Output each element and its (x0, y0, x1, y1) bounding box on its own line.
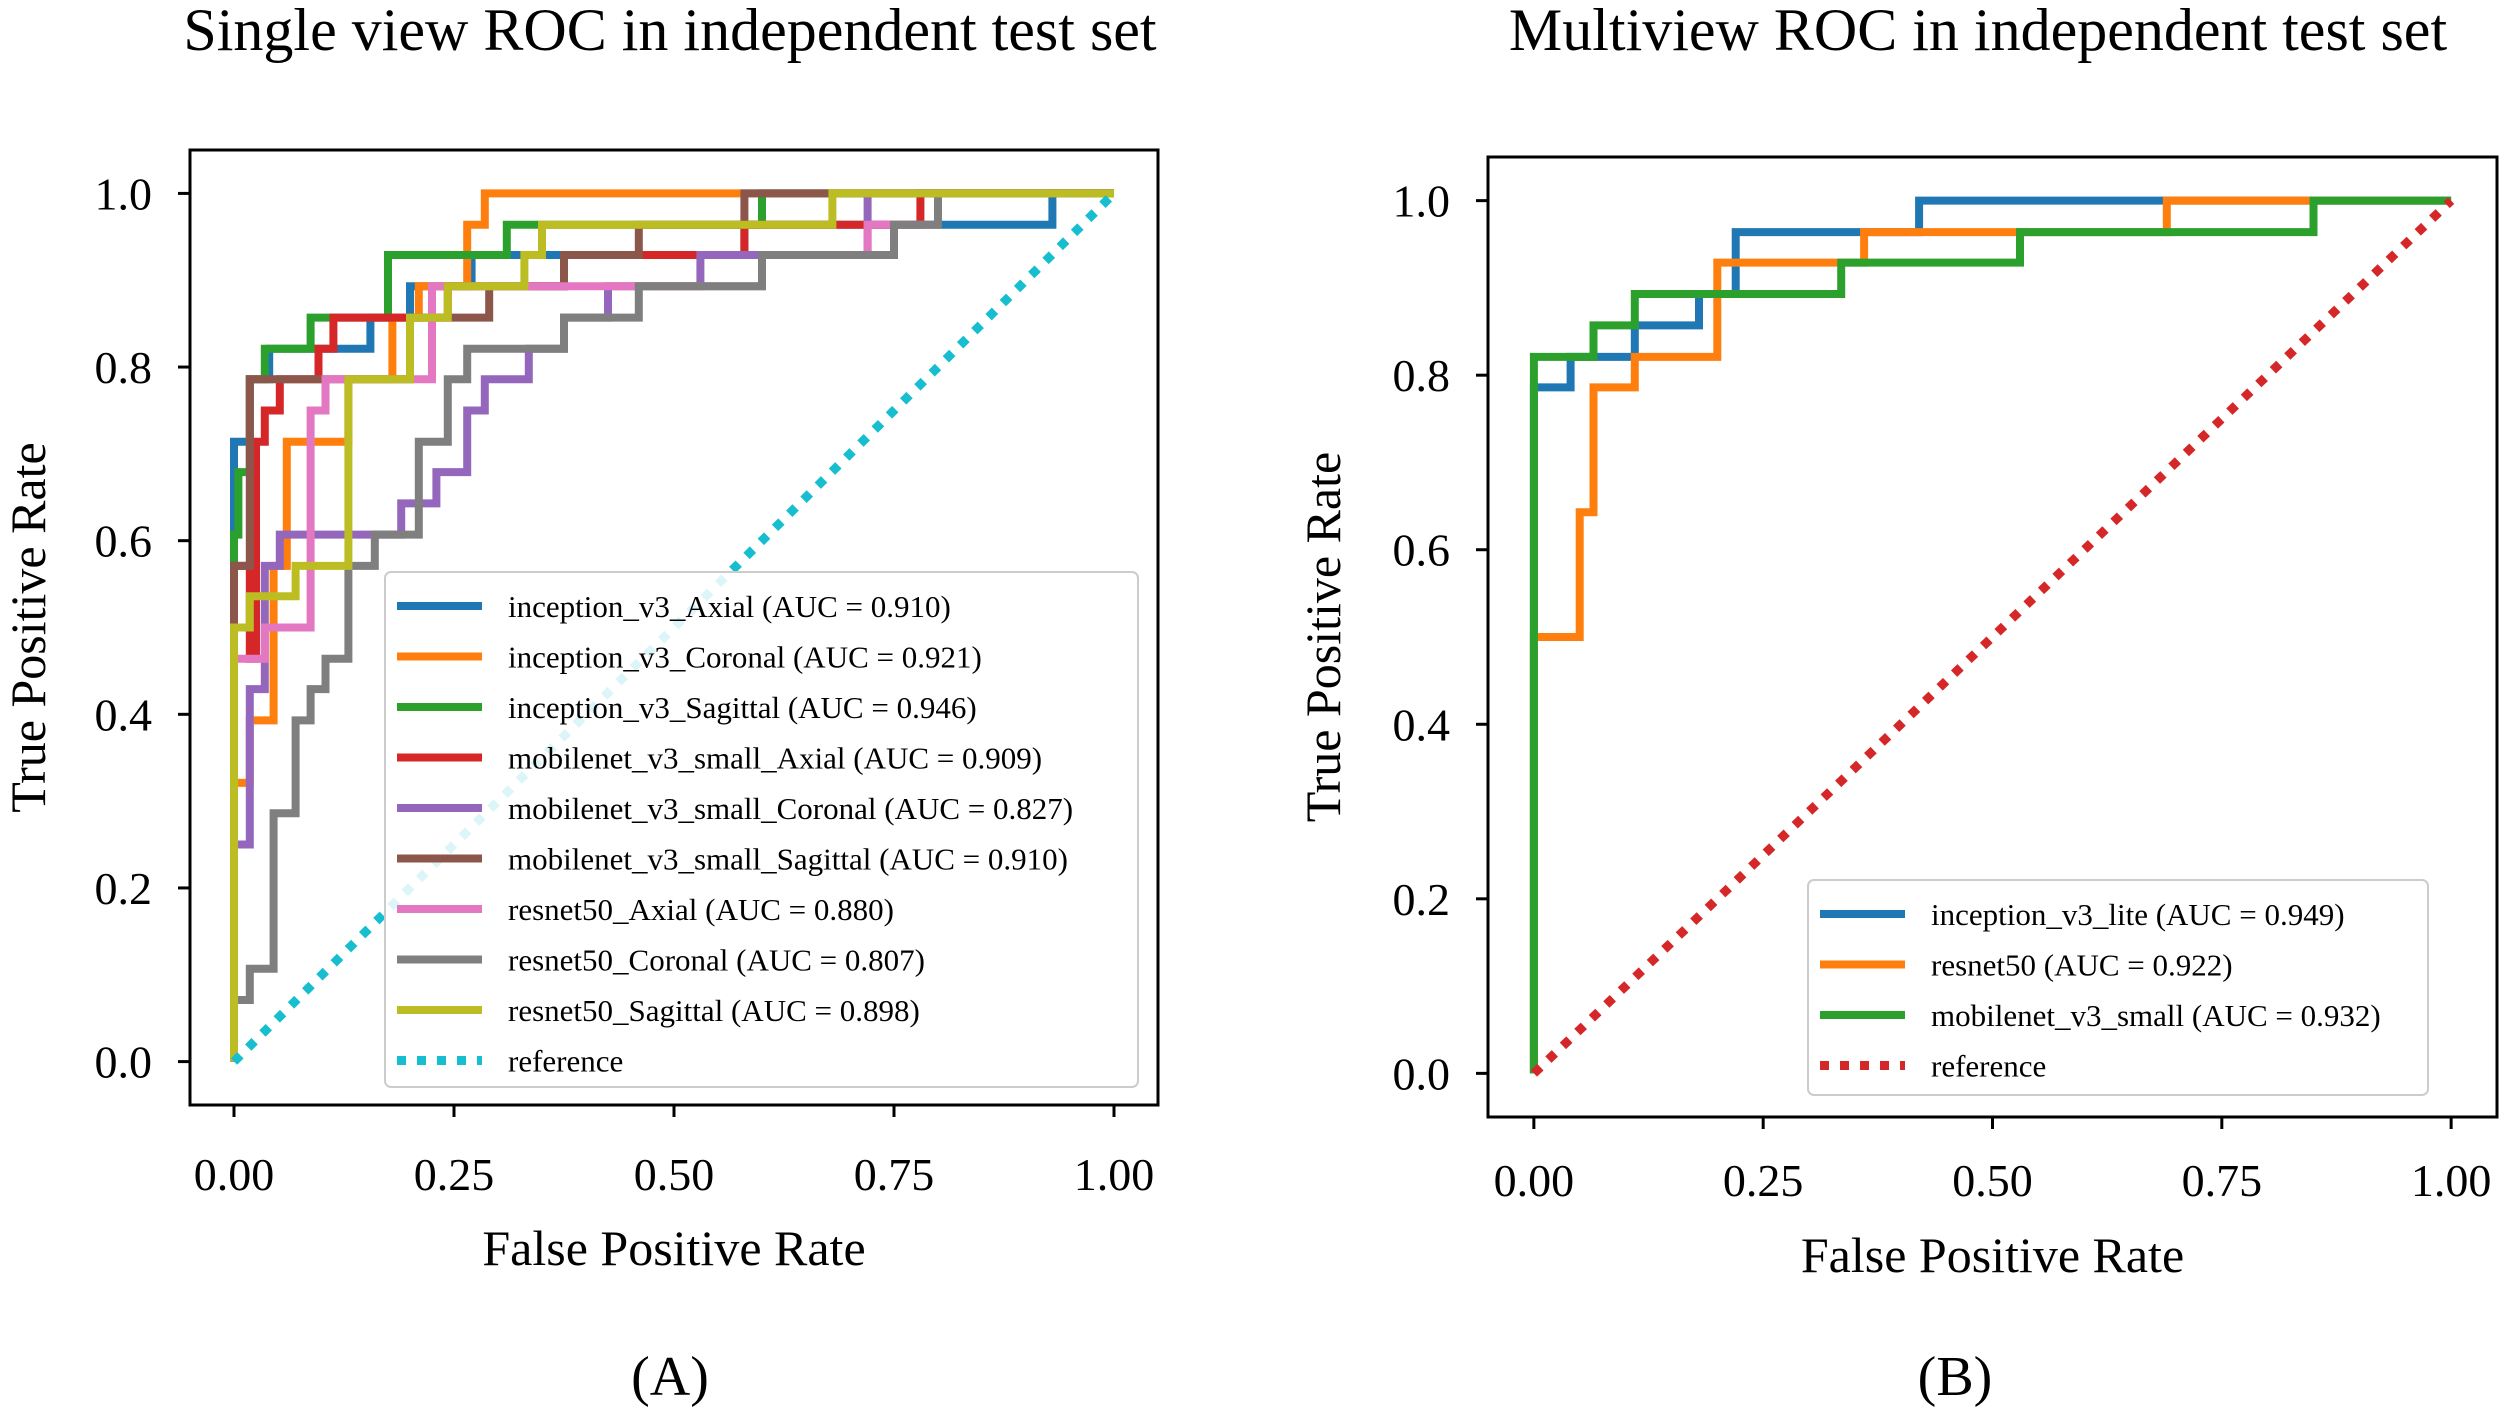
x-tick-label-0: 0.00 (1494, 1155, 1575, 1206)
x-axis-label: False Positive Rate (482, 1220, 865, 1276)
y-tick-label-3: 0.6 (1393, 525, 1451, 576)
x-tick-label-1: 0.25 (1723, 1155, 1804, 1206)
legend-label-1: inception_v3_Coronal (AUC = 0.921) (508, 640, 982, 675)
x-tick-label-0: 0.00 (194, 1149, 275, 1200)
legend-label-3: mobilenet_v3_small_Axial (AUC = 0.909) (508, 741, 1042, 776)
series-line-9 (230, 190, 1118, 1065)
y-tick-label-1: 0.2 (95, 863, 153, 914)
legend: inception_v3_lite (AUC = 0.949) resnet50 … (1807, 879, 2429, 1096)
chart-title: Single view ROC in independent test set (183, 0, 1157, 63)
legend-label-4: mobilenet_v3_small_Coronal (AUC = 0.827) (508, 791, 1073, 826)
panel-label: (A) (631, 1346, 709, 1408)
y-tick-label-1: 0.2 (1393, 874, 1451, 925)
x-tick-label-3: 0.75 (2182, 1155, 2263, 1206)
legend-label-6: resnet50_Axial (AUC = 0.880) (508, 892, 894, 927)
legend-label-0: inception_v3_lite (AUC = 0.949) (1931, 897, 2345, 932)
legend-label-7: resnet50_Coronal (AUC = 0.807) (508, 943, 925, 978)
y-axis-label: True Positive Rate (0, 442, 56, 812)
x-tick-label-2: 0.50 (634, 1149, 715, 1200)
y-tick-label-2: 0.4 (95, 689, 153, 740)
legend-label-2: mobilenet_v3_small (AUC = 0.932) (1931, 998, 2381, 1033)
legend-label-8: resnet50_Sagittal (AUC = 0.898) (508, 993, 920, 1028)
legend-label-1: resnet50 (AUC = 0.922) (1931, 948, 2233, 983)
series-line-2 (1529, 196, 2452, 1074)
legend-box (1807, 879, 2429, 1096)
y-tick-label-5: 1.0 (1393, 176, 1451, 227)
y-tick-label-2: 0.4 (1393, 699, 1451, 750)
legend-label-9: reference (508, 1044, 623, 1079)
y-tick-label-0: 0.0 (95, 1037, 153, 1088)
x-tick-label-4: 1.00 (1074, 1149, 1155, 1200)
series-line-8 (230, 189, 1114, 1062)
panel-label: (B) (1918, 1346, 1993, 1408)
legend-box (384, 571, 1139, 1088)
legend-label-2: inception_v3_Sagittal (AUC = 0.946) (508, 690, 977, 725)
x-tick-label-3: 0.75 (854, 1149, 935, 1200)
legend-label-0: inception_v3_Axial (AUC = 0.910) (508, 589, 951, 624)
y-axis-label: True Positive Rate (1295, 452, 1351, 822)
series-line-7 (230, 189, 1114, 1062)
chart-title: Multiview ROC in independent test set (1509, 0, 2448, 63)
plot-area (1529, 196, 2455, 1077)
chart-panel-a: Single view ROC in independent test set 0… (0, 0, 1160, 1408)
legend: inception_v3_Axial (AUC = 0.910) inceptio… (384, 571, 1139, 1088)
legend-label-3: reference (1931, 1049, 2046, 1084)
x-axis-label: False Positive Rate (1801, 1227, 2184, 1283)
chart-panel-b: Multiview ROC in independent test set 0.0… (1295, 0, 2499, 1408)
x-tick-label-2: 0.50 (1952, 1155, 2033, 1206)
x-tick-label-1: 0.25 (414, 1149, 495, 1200)
y-tick-label-4: 0.8 (95, 342, 153, 393)
legend-label-5: mobilenet_v3_small_Sagittal (AUC = 0.910… (508, 842, 1068, 877)
y-tick-label-0: 0.0 (1393, 1048, 1451, 1099)
plot-area (230, 189, 1118, 1065)
y-tick-label-3: 0.6 (95, 516, 153, 567)
x-tick-label-4: 1.00 (2411, 1155, 2492, 1206)
y-tick-label-5: 1.0 (95, 168, 153, 219)
y-tick-label-4: 0.8 (1393, 350, 1451, 401)
